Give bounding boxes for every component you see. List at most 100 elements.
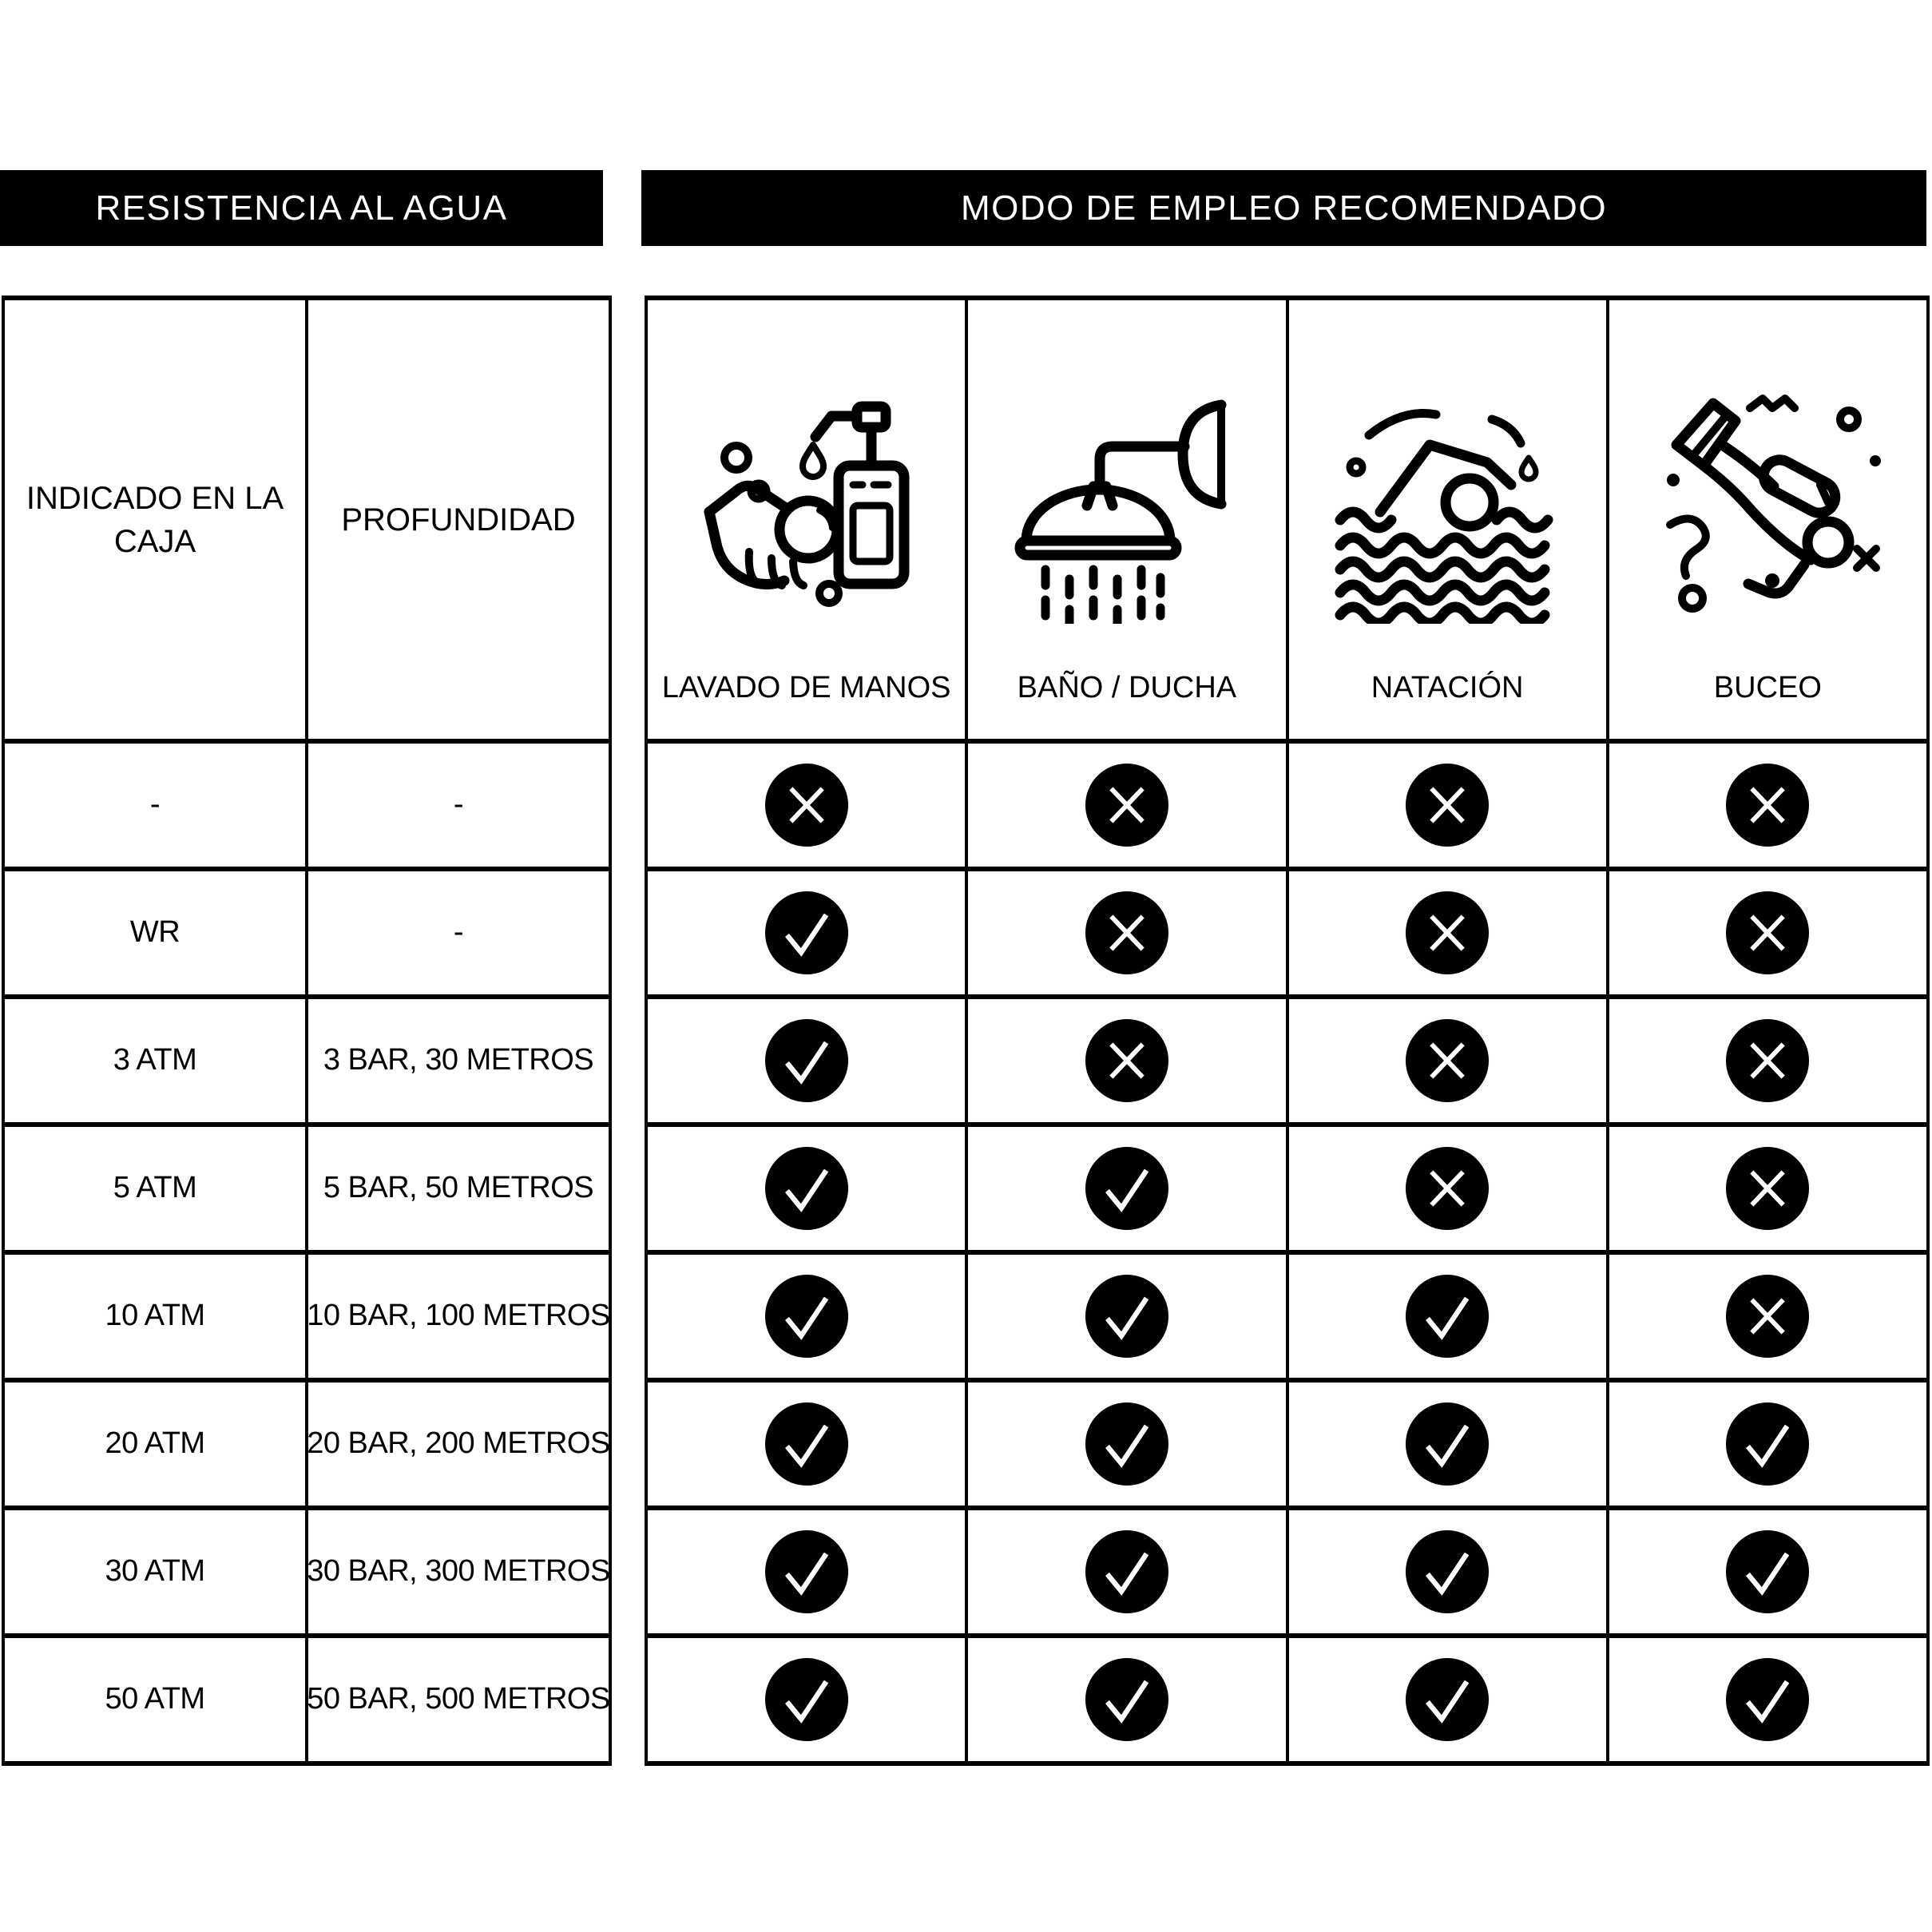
depth-cell: 5 BAR, 50 METROS [308, 1127, 612, 1255]
usage-cell [968, 744, 1289, 871]
check-mark-icon [1084, 1401, 1170, 1487]
column-header-profundidad: PROFUNDIDAD [308, 300, 612, 744]
activity-label: LAVADO DE MANOS [661, 670, 951, 704]
depth-cell: - [308, 871, 612, 999]
box-rating-cell: 50 ATM [5, 1638, 308, 1766]
check-mark-icon [1724, 1656, 1811, 1743]
usage-cell [968, 1638, 1289, 1766]
usage-cell [1609, 1383, 1930, 1510]
cross-mark-icon [1404, 1018, 1490, 1104]
usage-cell [1288, 1383, 1609, 1510]
check-mark-icon [1084, 1656, 1170, 1743]
usage-table: LAVADO DE MANOS [645, 296, 1930, 1766]
activity-label: NATACIÓN [1371, 670, 1524, 704]
box-rating-cell: 10 ATM [5, 1255, 308, 1383]
usage-cell [968, 1510, 1289, 1638]
usage-cell [1288, 871, 1609, 999]
cross-mark-icon [1404, 762, 1490, 848]
check-mark-icon [1404, 1401, 1490, 1487]
diving-icon [1648, 384, 1887, 624]
usage-cell [1609, 1255, 1930, 1383]
column-header-indicado: INDICADO EN LA CAJA [5, 300, 308, 744]
depth-cell: 10 BAR, 100 METROS [308, 1255, 612, 1383]
usage-cell [648, 744, 969, 871]
check-mark-icon [764, 1401, 850, 1487]
usage-cell [1609, 1638, 1930, 1766]
usage-cell [968, 1255, 1289, 1383]
check-mark-icon [1724, 1529, 1811, 1615]
box-rating-cell: WR [5, 871, 308, 999]
left-panel-title-bar: RESISTENCIA AL AGUA [0, 170, 603, 246]
usage-cell [1609, 999, 1930, 1127]
check-mark-icon [764, 890, 850, 976]
usage-cell [1288, 1510, 1609, 1638]
depth-cell: - [308, 744, 612, 871]
box-rating-cell: - [5, 744, 308, 871]
resistance-table: INDICADO EN LA CAJA PROFUNDIDAD - - WR -… [2, 296, 612, 1766]
usage-cell [1288, 1255, 1609, 1383]
cross-mark-icon [1724, 890, 1811, 976]
check-mark-icon [1724, 1401, 1811, 1487]
check-mark-icon [1404, 1273, 1490, 1359]
usage-cell [648, 1255, 969, 1383]
usage-cell [648, 999, 969, 1127]
check-mark-icon [764, 1656, 850, 1743]
box-rating-cell: 5 ATM [5, 1127, 308, 1255]
usage-cell [1288, 999, 1609, 1127]
check-mark-icon [764, 1018, 850, 1104]
usage-cell [968, 1127, 1289, 1255]
check-mark-icon [764, 1145, 850, 1232]
cross-mark-icon [1404, 1145, 1490, 1232]
swimming-icon [1327, 384, 1567, 624]
box-rating-cell: 30 ATM [5, 1510, 308, 1638]
usage-cell [648, 1638, 969, 1766]
usage-cell [1609, 1510, 1930, 1638]
activity-header-buceo: BUCEO [1609, 300, 1930, 744]
activity-header-ducha: BAÑO / DUCHA [968, 300, 1289, 744]
cross-mark-icon [1724, 1018, 1811, 1104]
activity-header-natacion: NATACIÓN [1288, 300, 1609, 744]
activity-header-lavado: LAVADO DE MANOS [648, 300, 969, 744]
cross-mark-icon [1084, 890, 1170, 976]
usage-cell [968, 999, 1289, 1127]
usage-cell [968, 871, 1289, 999]
activity-label: BUCEO [1713, 670, 1822, 704]
check-mark-icon [1084, 1273, 1170, 1359]
usage-cell [1609, 744, 1930, 871]
cross-mark-icon [1724, 762, 1811, 848]
depth-cell: 20 BAR, 200 METROS [308, 1383, 612, 1510]
box-rating-cell: 3 ATM [5, 999, 308, 1127]
right-panel-title: MODO DE EMPLEO RECOMENDADO [960, 188, 1608, 228]
cross-mark-icon [1084, 1018, 1170, 1104]
usage-cell [1288, 744, 1609, 871]
cross-mark-icon [1084, 762, 1170, 848]
usage-cell [648, 871, 969, 999]
usage-cell [1288, 1638, 1609, 1766]
usage-cell [1609, 871, 1930, 999]
usage-cell [968, 1383, 1289, 1510]
usage-cell [648, 1127, 969, 1255]
cross-mark-icon [764, 762, 850, 848]
check-mark-icon [1404, 1529, 1490, 1615]
check-mark-icon [764, 1273, 850, 1359]
depth-cell: 50 BAR, 500 METROS [308, 1638, 612, 1766]
usage-cell [1288, 1127, 1609, 1255]
usage-cell [648, 1383, 969, 1510]
depth-cell: 30 BAR, 300 METROS [308, 1510, 612, 1638]
cross-mark-icon [1724, 1273, 1811, 1359]
cross-mark-icon [1404, 890, 1490, 976]
left-panel-title: RESISTENCIA AL AGUA [95, 188, 508, 228]
right-panel-title-bar: MODO DE EMPLEO RECOMENDADO [641, 170, 1926, 246]
usage-cell [1609, 1127, 1930, 1255]
shower-icon [1007, 384, 1247, 624]
box-rating-cell: 20 ATM [5, 1383, 308, 1510]
check-mark-icon [764, 1529, 850, 1615]
check-mark-icon [1084, 1529, 1170, 1615]
activity-label: BAÑO / DUCHA [1017, 670, 1237, 704]
check-mark-icon [1404, 1656, 1490, 1743]
cross-mark-icon [1724, 1145, 1811, 1232]
usage-cell [648, 1510, 969, 1638]
depth-cell: 3 BAR, 30 METROS [308, 999, 612, 1127]
check-mark-icon [1084, 1145, 1170, 1232]
